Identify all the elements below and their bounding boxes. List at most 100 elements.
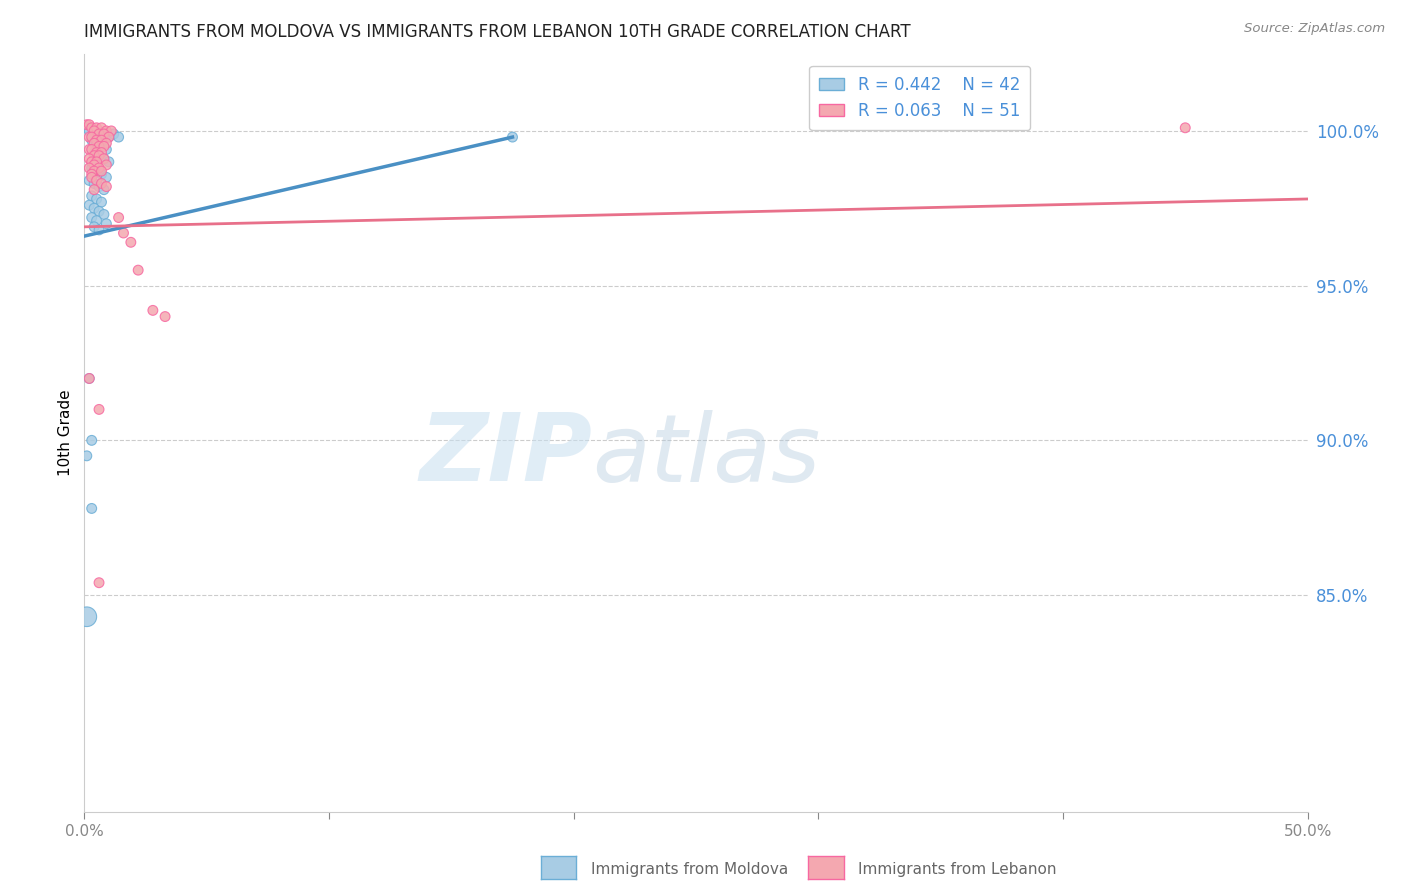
Point xyxy=(107,211,129,225)
Point xyxy=(83,148,105,162)
Point xyxy=(83,158,105,172)
Point xyxy=(120,235,142,250)
Point xyxy=(93,139,115,153)
Point xyxy=(77,130,100,145)
Point xyxy=(87,127,110,141)
Point xyxy=(76,609,98,624)
Point xyxy=(80,120,103,135)
Point xyxy=(87,161,110,175)
Point xyxy=(76,449,98,463)
Point xyxy=(86,120,108,135)
Point xyxy=(90,177,112,191)
Point xyxy=(86,133,108,147)
Point xyxy=(90,195,112,210)
Point xyxy=(80,143,103,157)
Point xyxy=(93,127,115,141)
Point xyxy=(97,130,120,145)
Point xyxy=(77,152,100,166)
Point xyxy=(1174,120,1197,135)
Point xyxy=(86,164,108,178)
Y-axis label: 10th Grade: 10th Grade xyxy=(58,389,73,476)
Point xyxy=(76,118,98,132)
Point xyxy=(80,501,103,516)
Point xyxy=(86,136,108,151)
Point xyxy=(83,183,105,197)
Point xyxy=(83,124,105,138)
Point xyxy=(87,575,110,590)
Point xyxy=(96,124,118,138)
Text: atlas: atlas xyxy=(592,409,820,501)
Text: IMMIGRANTS FROM MOLDOVA VS IMMIGRANTS FROM LEBANON 10TH GRADE CORRELATION CHART: IMMIGRANTS FROM MOLDOVA VS IMMIGRANTS FR… xyxy=(84,23,911,41)
Point xyxy=(93,127,115,141)
Point xyxy=(77,371,100,385)
Point xyxy=(83,201,105,215)
Point xyxy=(80,170,103,185)
Point xyxy=(90,133,112,147)
Point xyxy=(87,148,110,162)
Point xyxy=(83,136,105,151)
Point xyxy=(77,143,100,157)
Text: Source: ZipAtlas.com: Source: ZipAtlas.com xyxy=(1244,22,1385,36)
Point xyxy=(87,179,110,194)
Point xyxy=(83,219,105,234)
Point xyxy=(90,120,112,135)
Point xyxy=(93,152,115,166)
Point xyxy=(80,211,103,225)
Point xyxy=(80,161,103,175)
Text: Immigrants from Lebanon: Immigrants from Lebanon xyxy=(858,863,1056,877)
Point xyxy=(87,402,110,417)
Point xyxy=(77,161,100,175)
Point xyxy=(87,223,110,237)
Point xyxy=(77,118,100,132)
Point xyxy=(96,136,118,151)
Point xyxy=(83,127,105,141)
Point xyxy=(96,217,118,231)
Point xyxy=(86,154,108,169)
Point xyxy=(97,154,120,169)
Point xyxy=(80,154,103,169)
Point xyxy=(112,226,135,240)
Legend: R = 0.442    N = 42, R = 0.063    N = 51: R = 0.442 N = 42, R = 0.063 N = 51 xyxy=(810,66,1031,130)
Point xyxy=(77,173,100,187)
Point xyxy=(90,139,112,153)
Text: Immigrants from Moldova: Immigrants from Moldova xyxy=(591,863,787,877)
Point xyxy=(77,198,100,212)
Point xyxy=(90,164,112,178)
Point xyxy=(153,310,176,324)
Point xyxy=(96,170,118,185)
Point xyxy=(77,124,100,138)
Point xyxy=(87,139,110,153)
Point xyxy=(96,143,118,157)
Point xyxy=(80,189,103,203)
Point xyxy=(87,127,110,141)
Point xyxy=(127,263,149,277)
Point xyxy=(93,152,115,166)
Point xyxy=(86,213,108,227)
Point xyxy=(87,148,110,162)
Point xyxy=(97,130,120,145)
Point xyxy=(80,167,103,181)
Point xyxy=(96,179,118,194)
Point xyxy=(80,130,103,145)
Point xyxy=(96,158,118,172)
Point xyxy=(93,183,115,197)
Point xyxy=(76,120,98,135)
Point xyxy=(87,204,110,219)
Point xyxy=(83,164,105,178)
Point xyxy=(86,173,108,187)
Point xyxy=(90,167,112,181)
Point xyxy=(107,130,129,145)
Point xyxy=(80,434,103,448)
Point xyxy=(77,371,100,385)
Point xyxy=(86,192,108,206)
Point xyxy=(90,145,112,160)
Point xyxy=(83,177,105,191)
Point xyxy=(93,207,115,221)
Point xyxy=(103,127,125,141)
Point xyxy=(502,130,524,145)
Point xyxy=(100,124,122,138)
Point xyxy=(86,145,108,160)
Point xyxy=(83,145,105,160)
Point xyxy=(142,303,165,318)
Text: ZIP: ZIP xyxy=(419,409,592,501)
